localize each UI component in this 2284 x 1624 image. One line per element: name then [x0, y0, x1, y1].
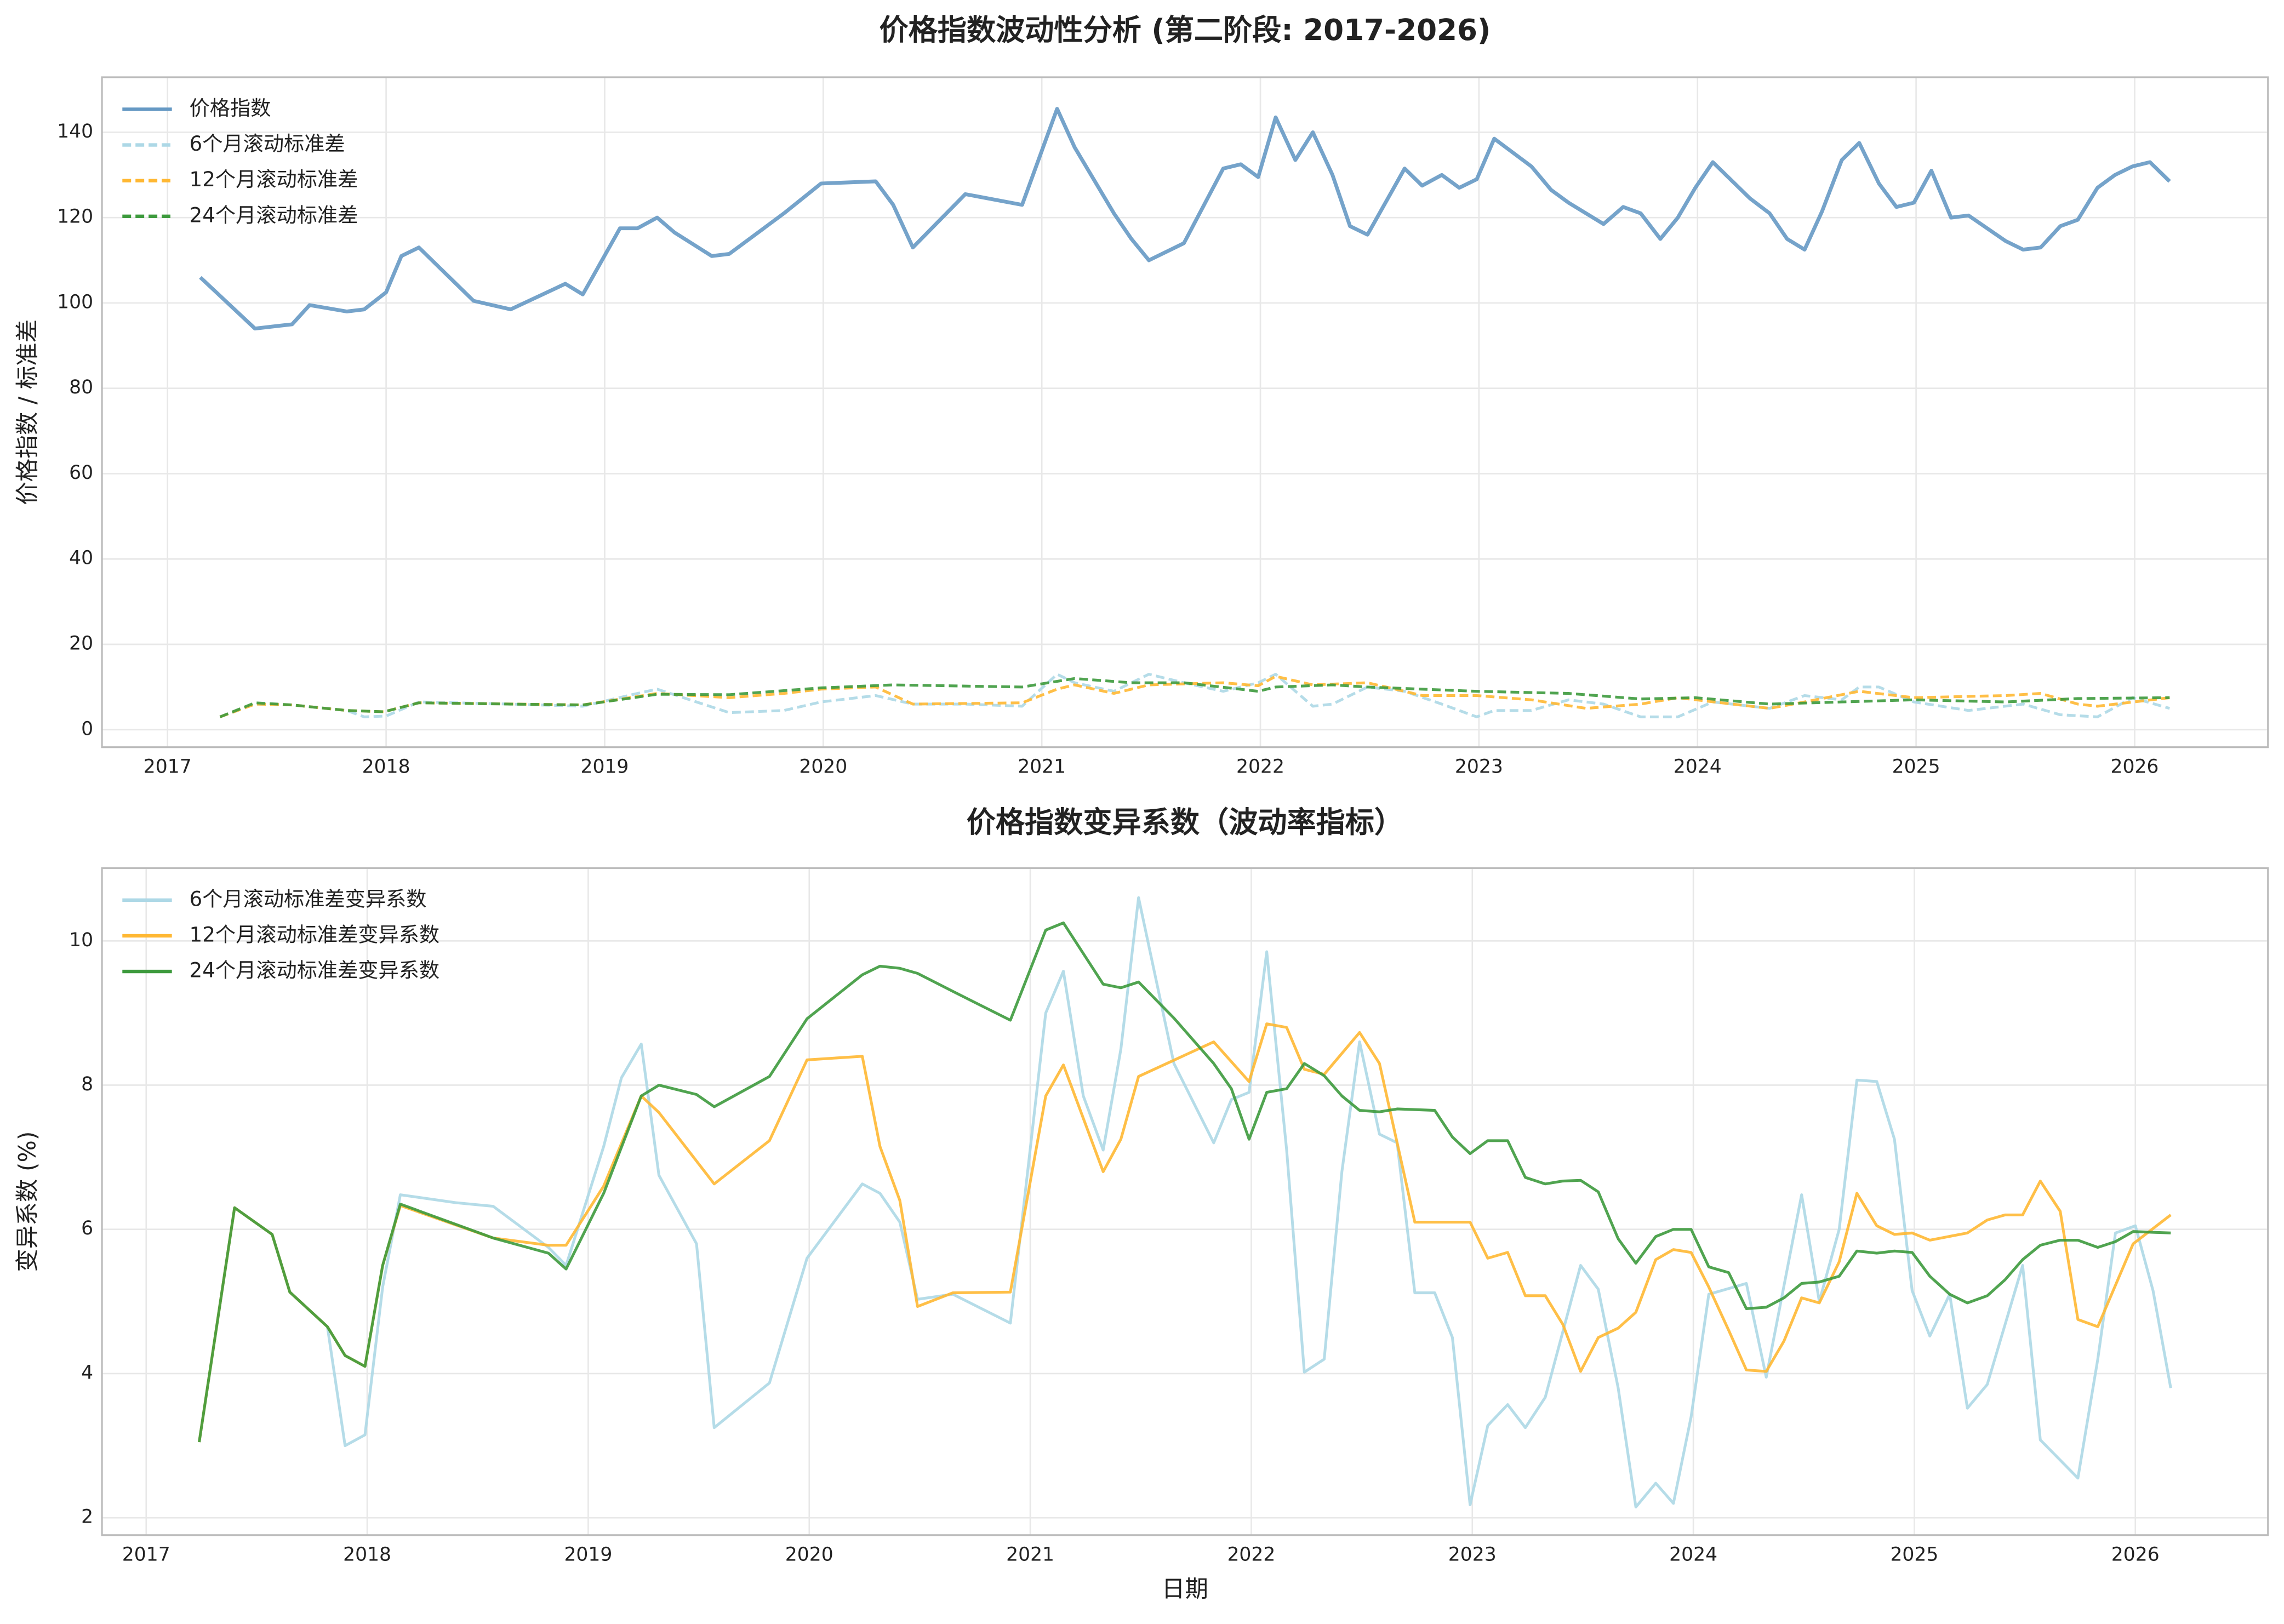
x-tick-label: 2019 — [580, 756, 629, 777]
legend-label: 6个月滚动标准差 — [190, 131, 345, 156]
x-tick-label: 2017 — [122, 1543, 170, 1565]
x-tick-label: 2026 — [2111, 1543, 2160, 1565]
chart-title: 价格指数波动性分析 (第二阶段: 2017-2026) — [879, 13, 1491, 47]
x-axis-label: 日期 — [1162, 1576, 1208, 1603]
x-tick-label: 2024 — [1674, 756, 1722, 777]
y-tick-label: 100 — [57, 291, 93, 313]
y-tick-label: 140 — [57, 121, 93, 142]
legend-label: 价格指数 — [190, 96, 271, 120]
y-tick-label: 4 — [81, 1362, 93, 1383]
y-tick-label: 2 — [81, 1506, 93, 1528]
legend-label: 12个月滚动标准差 — [190, 167, 358, 191]
series-line — [198, 896, 2172, 1508]
y-tick-label: 60 — [69, 462, 93, 484]
x-tick-label: 2023 — [1455, 756, 1503, 777]
y-tick-label: 6 — [81, 1217, 93, 1239]
x-tick-label: 2025 — [1890, 1543, 1938, 1565]
y-axis-label: 变异系数 (%) — [15, 1131, 42, 1272]
plot-frame — [101, 867, 2269, 1536]
y-axis-label: 价格指数 / 标准差 — [15, 319, 42, 505]
y-tick-label: 40 — [69, 547, 93, 569]
y-tick-label: 80 — [69, 376, 93, 398]
series-line — [219, 677, 2170, 718]
x-tick-label: 2018 — [343, 1543, 391, 1565]
x-tick-label: 2023 — [1448, 1543, 1497, 1565]
x-tick-label: 2020 — [785, 1543, 833, 1565]
x-tick-label: 2026 — [2110, 756, 2159, 777]
x-tick-label: 2018 — [362, 756, 410, 777]
x-tick-label: 2020 — [799, 756, 847, 777]
legend-label: 24个月滚动标准差 — [190, 203, 358, 227]
x-tick-label: 2021 — [1006, 1543, 1054, 1565]
x-tick-label: 2022 — [1227, 1543, 1275, 1565]
x-tick-label: 2024 — [1669, 1543, 1717, 1565]
series-line — [199, 107, 2171, 331]
series-line — [198, 921, 2171, 1443]
legend-label: 12个月滚动标准差变异系数 — [190, 922, 440, 946]
y-tick-label: 20 — [69, 633, 93, 655]
plot-frame — [101, 76, 2269, 748]
y-tick-label: 8 — [81, 1073, 93, 1095]
y-tick-label: 10 — [69, 929, 93, 951]
legend-label: 6个月滚动标准差变异系数 — [190, 887, 427, 911]
series-line — [198, 1022, 2172, 1443]
x-tick-label: 2021 — [1018, 756, 1066, 777]
x-tick-label: 2019 — [564, 1543, 612, 1565]
x-tick-label: 2022 — [1236, 756, 1284, 777]
y-tick-label: 0 — [81, 718, 93, 740]
chart-title: 价格指数变异系数（波动率指标） — [967, 805, 1403, 839]
series-line — [219, 674, 2170, 718]
x-tick-label: 2025 — [1892, 756, 1940, 777]
legend-label: 24个月滚动标准差变异系数 — [190, 958, 440, 982]
x-tick-label: 2017 — [144, 756, 192, 777]
y-tick-label: 120 — [57, 206, 93, 228]
